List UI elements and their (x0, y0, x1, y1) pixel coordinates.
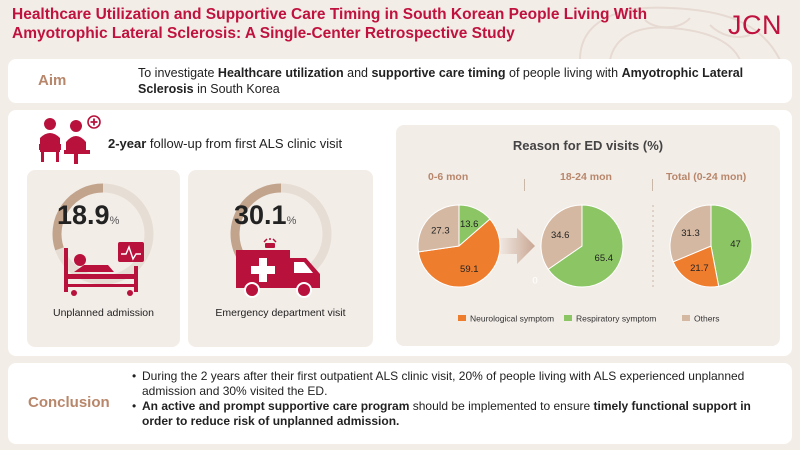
pie-label-2: Total (0-24 mon) (666, 171, 747, 183)
ed-visit-card: 30.1% Emergency department visit (188, 170, 373, 347)
page-title: Healthcare Utilization and Supportive Ca… (12, 6, 648, 42)
admission-label: Unplanned admission (53, 307, 154, 319)
clinic-visit-icon (39, 115, 101, 164)
data-label: 0 (532, 276, 537, 287)
hospital-bed-icon (64, 242, 144, 296)
data-label: 34.6 (551, 230, 570, 241)
pie-label-0: 0-6 mon (428, 171, 469, 183)
legend-swatch (458, 315, 466, 321)
conclusion-item: During the 2 years after their first out… (132, 369, 782, 399)
conclusion-item: An active and prompt supportive care pro… (132, 399, 782, 429)
journal-logo: JCN (728, 10, 782, 40)
conclusion-label: Conclusion (28, 394, 110, 411)
legend-label: Neurological symptom (470, 314, 554, 324)
data-label: 21.7 (690, 263, 709, 274)
data-label: 59.1 (460, 264, 479, 275)
conclusion-list: During the 2 years after their first out… (132, 369, 782, 429)
aim-text: To investigate Healthcare utilization an… (138, 66, 744, 96)
ed-visit-percent: 30.1% (234, 200, 297, 230)
pie-slice (710, 204, 753, 287)
data-label: 47 (730, 239, 741, 250)
legend-label: Respiratory symptom (576, 314, 656, 324)
pie-slice (417, 204, 460, 253)
aim-label: Aim (38, 72, 67, 89)
data-label: 31.3 (681, 228, 700, 239)
chart-title: Reason for ED visits (%) (512, 138, 664, 153)
data-label: 27.3 (431, 225, 450, 236)
pie-slice (540, 204, 583, 270)
legend-swatch (564, 315, 572, 321)
pie-slice (417, 218, 501, 288)
admission-percent: 18.9% (57, 200, 120, 230)
ed-visit-label: Emergency department visit (215, 307, 346, 319)
pie-label-1: 18-24 mon (560, 171, 612, 183)
legend-label: Others (694, 314, 720, 324)
ambulance-icon (236, 238, 320, 298)
divider (652, 179, 653, 191)
data-label: 13.6 (460, 219, 479, 230)
brain-decoration-icon (579, 6, 781, 60)
pie-charts: 13.6 59.1 27.3 65.4 0 34.6 47 21.7 31.3 Neurologi… (417, 204, 753, 324)
admission-ring (52, 183, 154, 285)
data-label: 65.4 (595, 253, 614, 264)
followup-text: 2-year follow-up from first ALS clinic v… (108, 136, 343, 151)
pie-slice (669, 204, 712, 263)
pie-slice (672, 245, 720, 288)
arrow-icon (497, 228, 535, 264)
aim-section: Aim To investigate Healthcare utilizatio… (8, 59, 792, 103)
ed-reason-chart: Reason for ED visits (%) 0-6 mon 18-24 m… (396, 125, 780, 346)
legend-swatch (682, 315, 690, 321)
unplanned-admission-card: 18.9% Unplanned admission (27, 170, 180, 347)
divider (524, 179, 525, 191)
conclusion-section: Conclusion During the 2 years after thei… (8, 363, 792, 444)
pie-slice (547, 204, 624, 288)
